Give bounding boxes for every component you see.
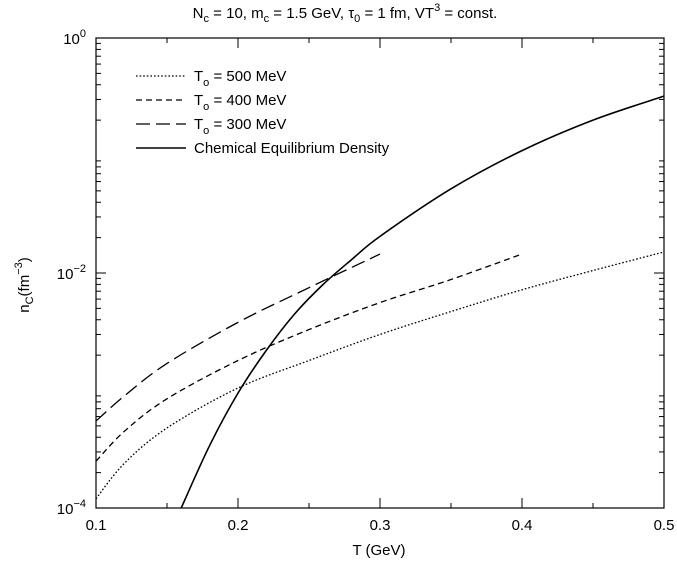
legend-label-1: To = 400 MeV — [194, 92, 286, 113]
y-tick-label: 100 — [63, 28, 86, 48]
plot-frame — [95, 37, 665, 509]
legend-label-0: To = 500 MeV — [194, 68, 286, 89]
y-tick-label: 10−4 — [57, 498, 86, 518]
y-axis-label: nC(fm−3) — [13, 257, 36, 313]
chart-title: Nc = 10, mc = 1.5 GeV, τ0 = 1 fm, VT3 = … — [193, 2, 498, 25]
series-line-0 — [95, 251, 665, 500]
series-layer — [95, 95, 665, 509]
x-tick-label: 0.1 — [86, 517, 107, 534]
legend-label-2: To = 300 MeV — [194, 116, 286, 137]
x-axis-label: T (GeV) — [352, 542, 405, 559]
x-tick-label: 0.2 — [228, 517, 249, 534]
x-tick-label: 0.4 — [512, 517, 533, 534]
series-line-1 — [95, 253, 523, 462]
x-tick-label: 0.5 — [654, 517, 675, 534]
plot-area — [95, 37, 665, 509]
legend: To = 500 MeV To = 400 MeV To = 300 MeV Chem… — [136, 68, 390, 157]
legend-label-3: Chemical Equilibrium Density — [194, 140, 390, 157]
axis-ticks: 0.1 0.2 0.3 0.4 0.5 10−4 10−2 100 — [57, 28, 675, 534]
series-line-3 — [180, 95, 665, 509]
y-tick-label: 10−2 — [57, 263, 86, 283]
x-tick-label: 0.3 — [370, 517, 391, 534]
series-line-2 — [95, 253, 381, 422]
